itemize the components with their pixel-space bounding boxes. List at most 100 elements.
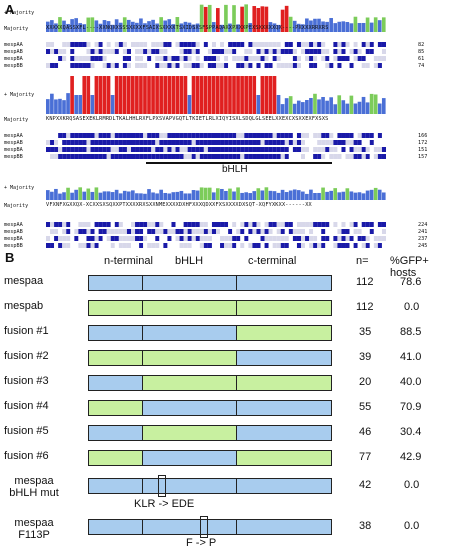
residue-cell (341, 229, 346, 234)
residue-cell (46, 222, 51, 227)
conservation-histogram (46, 76, 386, 114)
residue-cell (171, 229, 176, 234)
residue-cell (284, 147, 289, 152)
residue-cell (143, 42, 148, 47)
residue-cell (62, 49, 67, 54)
conservation-bar (183, 21, 188, 32)
residue-cell (110, 147, 115, 152)
mutation-site-marker (158, 475, 166, 497)
construct-bar-mespaa-bhlh-mut (88, 478, 332, 494)
conservation-bar (260, 190, 265, 200)
conservation-bar (341, 191, 346, 200)
residue-cell (195, 63, 200, 68)
residue-cell (90, 222, 95, 227)
residue-cell (305, 140, 310, 145)
residue-cell (272, 243, 277, 248)
residue-cell (118, 49, 123, 54)
conservation-bar (70, 76, 74, 114)
conservation-bar (357, 192, 362, 200)
residue-cell (224, 63, 229, 68)
residue-cell (207, 49, 212, 54)
residue-cell (313, 63, 318, 68)
residue-cell (345, 243, 350, 248)
residue-cell (82, 42, 87, 47)
residue-cell (131, 243, 136, 248)
residue-cell (151, 63, 156, 68)
residue-cell (159, 63, 164, 68)
gfp-percent: 0.0 (404, 301, 420, 313)
residue-cell (256, 147, 261, 152)
conservation-bar (131, 190, 135, 200)
conservation-bar (244, 192, 248, 200)
residue-cell (179, 243, 184, 248)
residue-cell (191, 140, 196, 145)
conservation-bar (70, 192, 74, 200)
residue-cell (240, 140, 245, 145)
n-terminal-segment (89, 326, 142, 340)
conservation-bar (191, 76, 196, 114)
residue-cell (159, 133, 164, 138)
residue-cell (236, 42, 241, 47)
residue-cell (195, 154, 200, 159)
residue-cell (62, 236, 67, 241)
residue-cell (377, 229, 382, 234)
conservation-bar (224, 190, 228, 200)
residue-cell (248, 229, 253, 234)
conservation-bar (276, 24, 281, 32)
residue-cell (163, 49, 168, 54)
residue-cell (78, 236, 83, 241)
residue-cell (191, 49, 196, 54)
conservation-bar (122, 17, 127, 32)
conservation-bar (313, 93, 317, 114)
residue-cell (171, 243, 176, 248)
conservation-bar (110, 95, 115, 114)
residue-cell (46, 63, 51, 68)
residue-cell (224, 243, 229, 248)
residue-cell (98, 154, 103, 159)
conservation-bar (321, 96, 325, 114)
residue-cell (224, 154, 229, 159)
residue-cell (211, 154, 216, 159)
conservation-bar (94, 20, 99, 32)
conservation-bar (86, 188, 91, 200)
conservation-bar (94, 187, 99, 200)
residue-cell (203, 140, 208, 145)
residue-cell (167, 42, 172, 47)
residue-cell (236, 154, 241, 159)
residue-cell (280, 56, 285, 61)
bhlh-segment (142, 326, 236, 340)
seq-end-number: 82 (418, 42, 425, 48)
residue-cell (377, 140, 382, 145)
residue-cell (228, 229, 233, 234)
residue-cell (301, 140, 306, 145)
residue-cell (280, 229, 285, 234)
residue-cell (110, 236, 115, 241)
conservation-bar (179, 23, 184, 32)
residue-cell (345, 147, 350, 152)
residue-cell (143, 222, 148, 227)
residue-cell (236, 133, 241, 138)
residue-cell (220, 56, 225, 61)
bhlh-segment (142, 401, 236, 415)
residue-cell (126, 154, 131, 159)
residue-cell (90, 147, 95, 152)
header-bhlh: bHLH (175, 255, 204, 267)
residue-cell (147, 222, 152, 227)
residue-cell (337, 243, 342, 248)
residue-cell (329, 236, 334, 241)
conservation-bar (167, 193, 172, 200)
construct-name: mespaa (4, 275, 44, 287)
residue-cell (135, 49, 140, 54)
residue-cell (276, 236, 281, 241)
residue-cell (341, 49, 346, 54)
conservation-bar (349, 95, 354, 114)
sequence-row (46, 147, 386, 152)
residue-cell (62, 42, 67, 47)
residue-cell (131, 147, 136, 152)
residue-cell (353, 236, 358, 241)
residue-cell (102, 133, 107, 138)
residue-cell (381, 222, 386, 227)
construct-bar-mespaa (88, 275, 332, 291)
residue-cell (155, 236, 160, 241)
construct-name: fusion #4 (4, 400, 49, 412)
